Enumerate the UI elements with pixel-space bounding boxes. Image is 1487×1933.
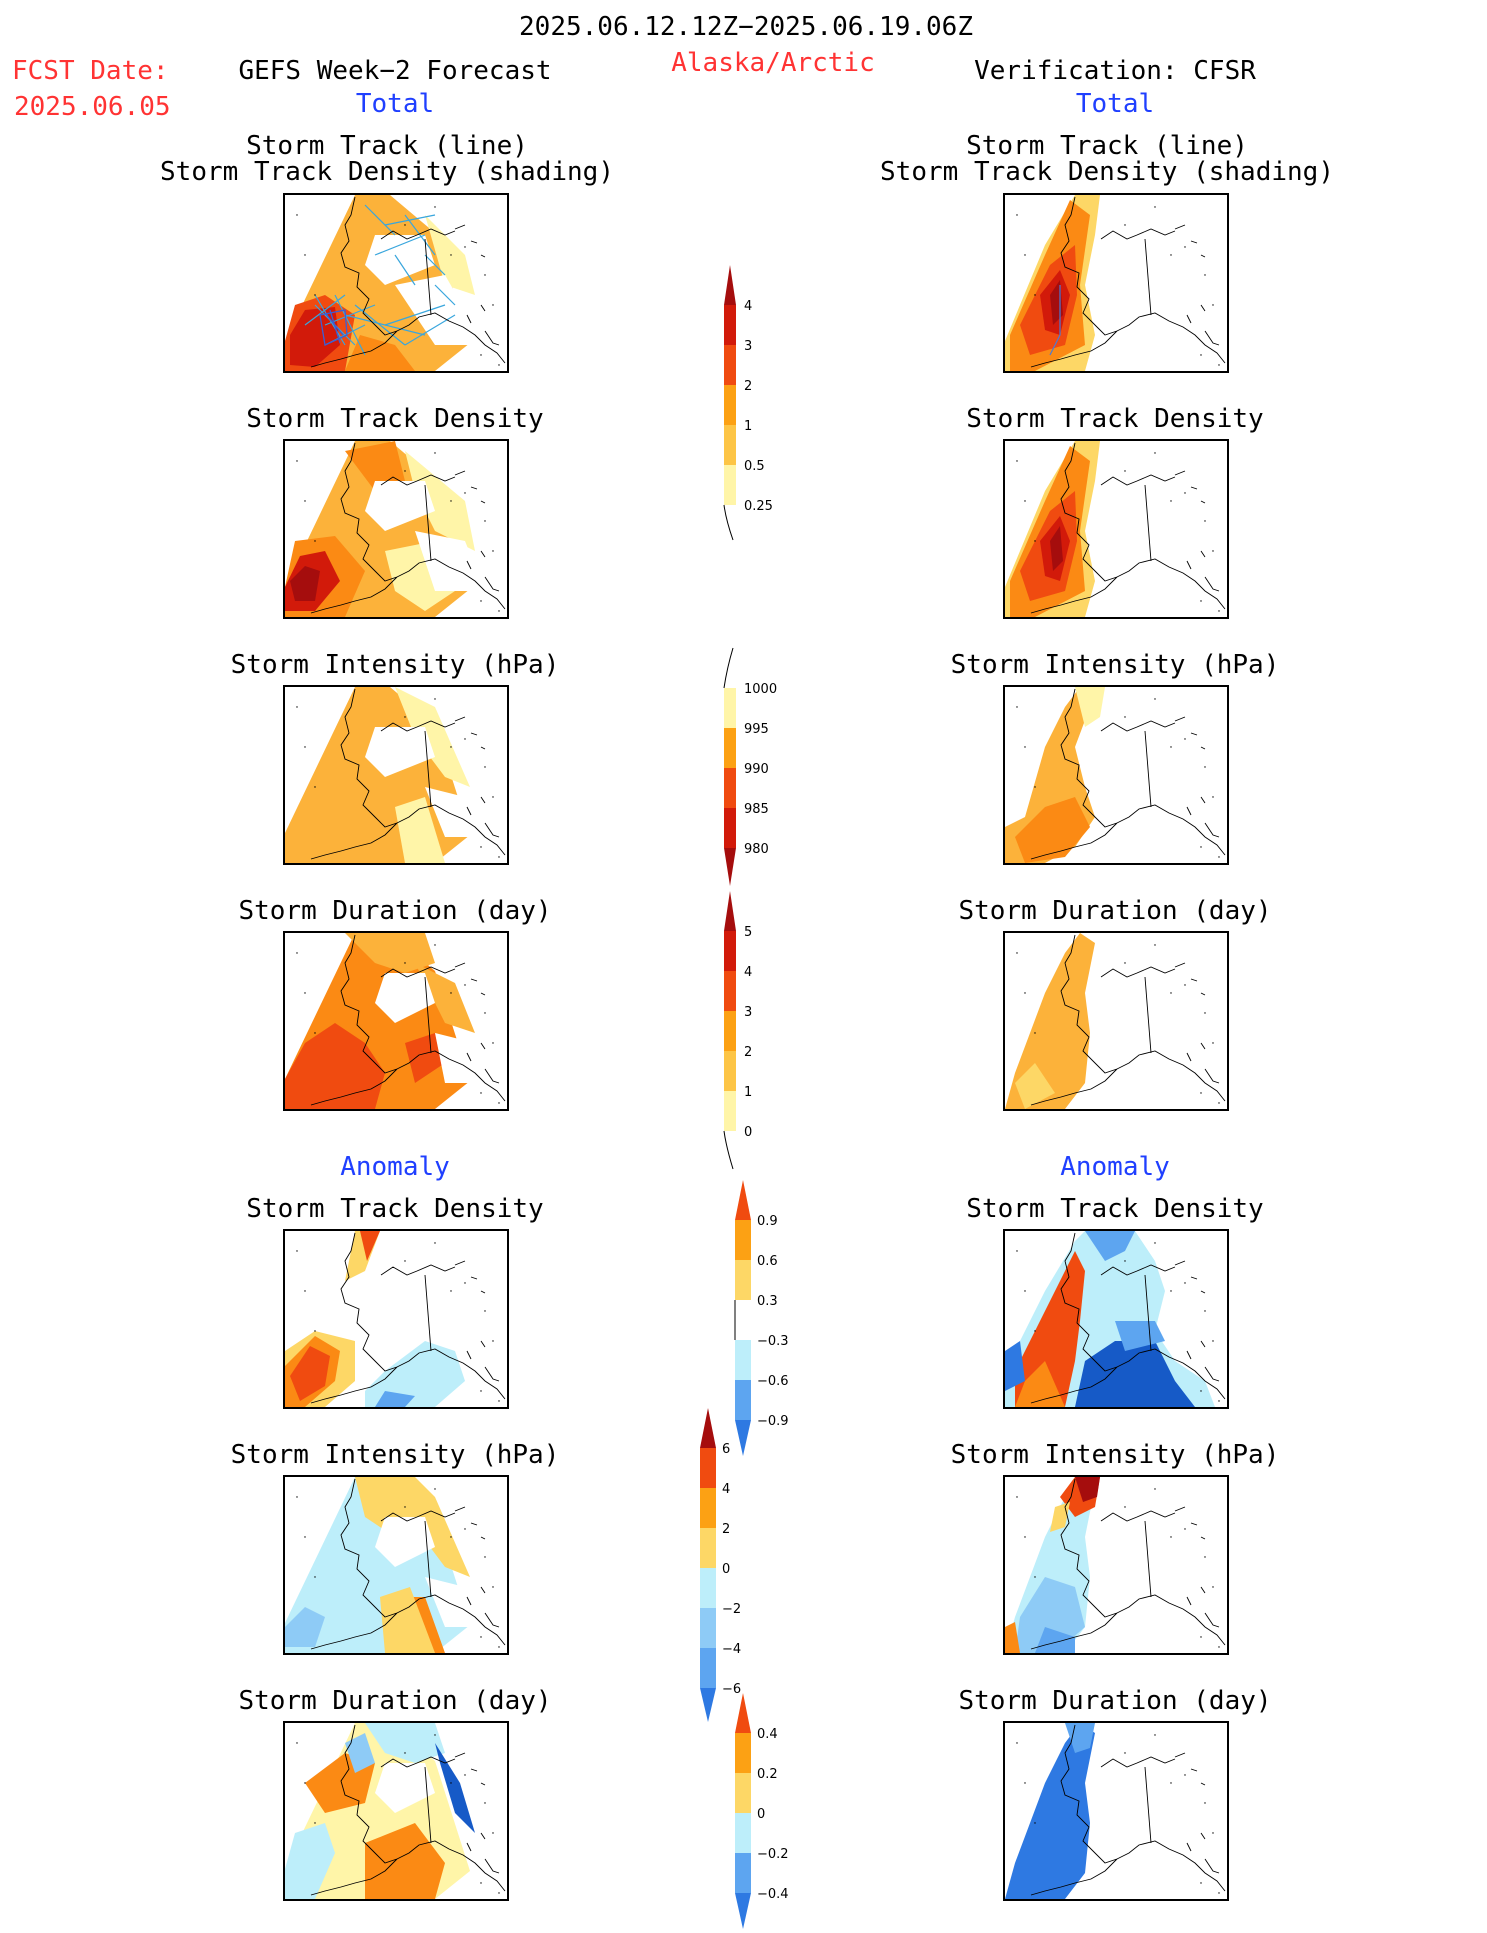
left-column-title: GEFS Week−2 Forecast [238, 56, 552, 86]
map-duration-anomaly-forecast [283, 1721, 509, 1901]
right-intensity-anom-title: Storm Intensity (hPa) [950, 1440, 1280, 1470]
intensity-anom-tick-0: 0 [722, 1562, 730, 1577]
intensity-anom-tick-neg6: −6 [722, 1682, 741, 1697]
map-intensity-anomaly-forecast [283, 1475, 509, 1655]
map-duration-anomaly-verification [1003, 1721, 1229, 1901]
density-tick-2: 2 [744, 379, 752, 394]
map-track-density-verification [1003, 193, 1229, 373]
density-anom-tick-0.9: 0.9 [757, 1214, 778, 1229]
intensity-tick-995: 995 [744, 722, 769, 737]
map-track-density-forecast [283, 193, 509, 373]
intensity-anom-tick-neg4: −4 [722, 1642, 741, 1657]
density-tick-3: 3 [744, 339, 752, 354]
right-track-line-title: Storm Track (line) [966, 131, 1248, 161]
colorbar-density-anomaly: 0.9 0.6 0.3 −0.3 −0.6 −0.9 [734, 1180, 795, 1460]
intensity-anom-tick-2: 2 [722, 1522, 730, 1537]
date-range-title: 2025.06.12.12Z−2025.06.19.06Z [519, 12, 973, 42]
right-density-title: Storm Track Density [966, 404, 1264, 434]
left-density-title: Storm Track Density [246, 404, 544, 434]
left-track-line-title: Storm Track (line) [246, 131, 528, 161]
right-column-title: Verification: CFSR [974, 56, 1256, 86]
density-tick-1: 1 [744, 419, 752, 434]
right-track-shading-title: Storm Track Density (shading) [880, 157, 1334, 187]
map-density-anomaly-verification [1003, 1229, 1229, 1409]
region-title: Alaska/Arctic [671, 48, 875, 78]
map-density-anomaly-forecast [283, 1229, 509, 1409]
right-total-label: Total [1075, 89, 1155, 119]
duration-tick-4: 4 [744, 965, 752, 980]
map-intensity-forecast [283, 685, 509, 865]
right-density-anom-title: Storm Track Density [966, 1194, 1264, 1224]
right-duration-title: Storm Duration (day) [958, 896, 1272, 926]
right-intensity-title: Storm Intensity (hPa) [950, 650, 1280, 680]
density-tick-0.25: 0.25 [744, 499, 773, 514]
map-intensity-verification [1003, 685, 1229, 865]
colorbar-duration-anomaly: 0.4 0.2 0 −0.2 −0.4 [735, 1693, 795, 1933]
map-duration-forecast [283, 931, 509, 1111]
map-intensity-anomaly-verification [1003, 1475, 1229, 1655]
intensity-tick-985: 985 [744, 802, 769, 817]
fcst-date-label: FCST Date: [12, 56, 169, 86]
left-track-shading-title: Storm Track Density (shading) [160, 157, 614, 187]
right-duration-anom-title: Storm Duration (day) [958, 1686, 1272, 1716]
density-anom-tick-neg0.9: −0.9 [757, 1414, 789, 1429]
colorbar-intensity-anomaly: 6 4 2 0 −2 −4 −6 [700, 1408, 760, 1723]
intensity-tick-1000: 1000 [744, 682, 777, 697]
colorbar-duration: 5 4 3 2 1 0 [723, 891, 784, 1171]
intensity-anom-tick-neg2: −2 [722, 1602, 741, 1617]
colorbar-intensity: 1000 995 990 985 980 [723, 647, 784, 888]
left-density-anom-title: Storm Track Density [246, 1194, 544, 1224]
duration-tick-2: 2 [744, 1045, 752, 1060]
duration-tick-1: 1 [744, 1085, 752, 1100]
density-anom-tick-neg0.3: −0.3 [757, 1334, 789, 1349]
duration-tick-3: 3 [744, 1005, 752, 1020]
duration-anom-tick-0: 0 [757, 1807, 765, 1822]
density-anom-tick-0.3: 0.3 [757, 1294, 778, 1309]
intensity-tick-980: 980 [744, 842, 769, 857]
left-total-label: Total [355, 89, 435, 119]
left-intensity-title: Storm Intensity (hPa) [230, 650, 560, 680]
duration-tick-5: 5 [744, 925, 752, 940]
duration-tick-0: 0 [744, 1125, 752, 1140]
left-duration-title: Storm Duration (day) [238, 896, 552, 926]
right-anomaly-label: Anomaly [1060, 1152, 1170, 1182]
duration-anom-tick-0.2: 0.2 [757, 1767, 778, 1782]
density-tick-0.5: 0.5 [744, 459, 765, 474]
fcst-date-value: 2025.06.05 [14, 92, 171, 122]
density-tick-4: 4 [744, 299, 752, 314]
duration-anom-tick-neg0.2: −0.2 [757, 1847, 789, 1862]
map-density-forecast [283, 439, 509, 619]
colorbar-density: 4 3 2 1 0.5 0.25 [723, 265, 784, 545]
map-density-verification [1003, 439, 1229, 619]
intensity-anom-tick-4: 4 [722, 1482, 730, 1497]
left-duration-anom-title: Storm Duration (day) [238, 1686, 552, 1716]
duration-anom-tick-neg0.4: −0.4 [757, 1887, 789, 1902]
duration-anom-tick-0.4: 0.4 [757, 1727, 778, 1742]
density-anom-tick-neg0.6: −0.6 [757, 1374, 789, 1389]
left-intensity-anom-title: Storm Intensity (hPa) [230, 1440, 560, 1470]
left-anomaly-label: Anomaly [340, 1152, 450, 1182]
intensity-anom-tick-6: 6 [722, 1442, 730, 1457]
density-anom-tick-0.6: 0.6 [757, 1254, 778, 1269]
intensity-tick-990: 990 [744, 762, 769, 777]
map-duration-verification [1003, 931, 1229, 1111]
